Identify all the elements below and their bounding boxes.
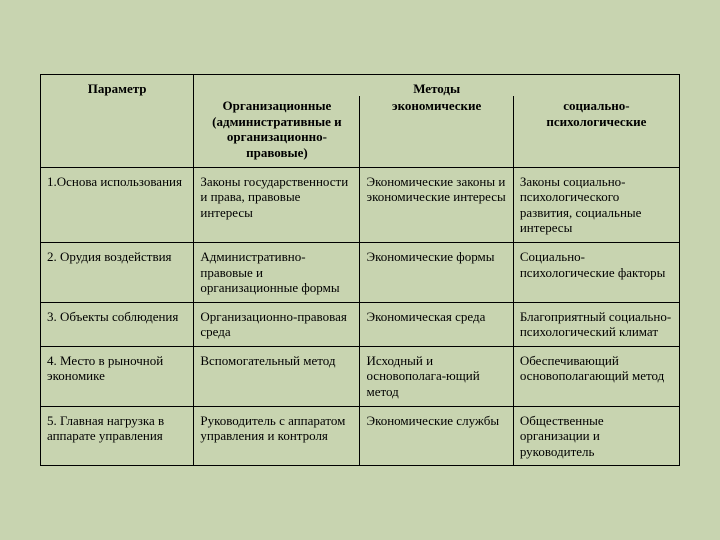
table-row: 1.Основа использования Законы государств…: [41, 167, 680, 242]
table-container: Параметр Методы Организационные (админис…: [40, 74, 680, 467]
cell-param: 4. Место в рыночной экономике: [41, 346, 194, 406]
table-row: 2. Орудия воздействия Административно-пр…: [41, 242, 680, 302]
cell-param: 3. Объекты соблюдения: [41, 302, 194, 346]
cell-org: Административно-правовые и организационн…: [194, 242, 360, 302]
header-economic: экономические: [360, 96, 513, 167]
cell-eco: Экономические законы и экономические инт…: [360, 167, 513, 242]
table-row: 3. Объекты соблюдения Организационно-пра…: [41, 302, 680, 346]
header-social: социально-психологические: [513, 96, 679, 167]
cell-soc: Обеспечивающий основополагающий метод: [513, 346, 679, 406]
table-row: 4. Место в рыночной экономике Вспомогате…: [41, 346, 680, 406]
cell-param: 1.Основа использования: [41, 167, 194, 242]
cell-soc: Социально-психологические факторы: [513, 242, 679, 302]
cell-eco: Экономические службы: [360, 406, 513, 466]
header-organizational: Организационные (административные и орга…: [194, 96, 360, 167]
header-row-1: Параметр Методы: [41, 74, 680, 96]
cell-soc: Благоприятный социально-психологический …: [513, 302, 679, 346]
cell-org: Законы государственности и права, правов…: [194, 167, 360, 242]
cell-eco: Экономическая среда: [360, 302, 513, 346]
cell-org: Вспомогательный метод: [194, 346, 360, 406]
cell-param: 5. Главная нагрузка в аппарате управлени…: [41, 406, 194, 466]
cell-param: 2. Орудия воздействия: [41, 242, 194, 302]
header-parameter: Параметр: [41, 74, 194, 167]
cell-eco: Экономические формы: [360, 242, 513, 302]
cell-eco: Исходный и основополага-ющий метод: [360, 346, 513, 406]
cell-org: Организационно-правовая среда: [194, 302, 360, 346]
comparison-table: Параметр Методы Организационные (админис…: [40, 74, 680, 467]
cell-org: Руководитель с аппаратом управления и ко…: [194, 406, 360, 466]
table-row: 5. Главная нагрузка в аппарате управлени…: [41, 406, 680, 466]
cell-soc: Общественные организации и руководитель: [513, 406, 679, 466]
header-methods: Методы: [194, 74, 680, 96]
cell-soc: Законы социально-психологического развит…: [513, 167, 679, 242]
